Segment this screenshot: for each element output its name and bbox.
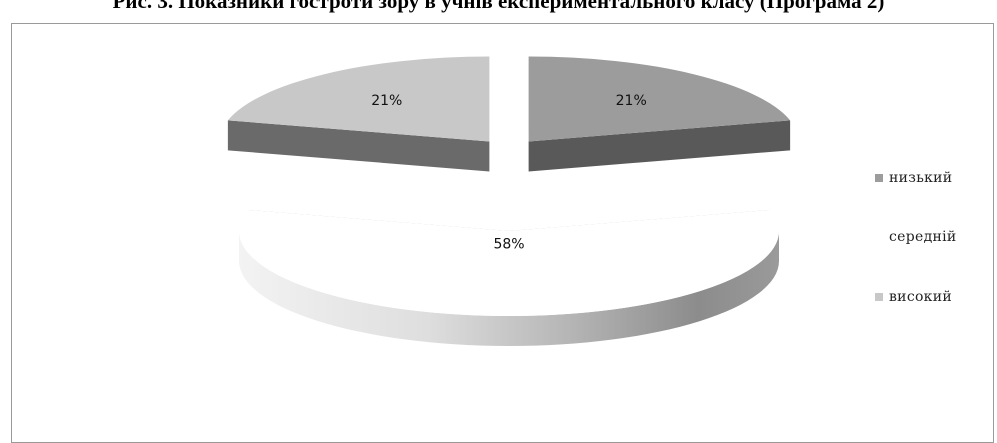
legend-item-medium: середній xyxy=(875,227,957,247)
legend-swatch-high xyxy=(875,293,883,301)
legend-swatch-medium xyxy=(875,233,883,241)
legend-swatch-low xyxy=(875,174,883,182)
legend-label-low: низький xyxy=(889,170,953,186)
slice-label-1: 58% xyxy=(493,237,524,253)
legend-item-high: високий xyxy=(875,287,952,307)
legend-label-medium: середній xyxy=(889,229,957,245)
pie-slice-2 xyxy=(227,56,490,172)
legend-item-low: низький xyxy=(875,168,952,188)
pie-chart: 21% 21% 58% xyxy=(227,56,791,346)
slice-label-2: 21% xyxy=(371,93,402,109)
legend-label-high: високий xyxy=(889,289,952,305)
pie-slice-0 xyxy=(528,56,791,172)
pie-slice-1 xyxy=(238,209,779,346)
chart-title: Рис. 3. Показники гостроти зору в учнів … xyxy=(112,0,885,13)
slice-label-0: 21% xyxy=(616,93,647,109)
